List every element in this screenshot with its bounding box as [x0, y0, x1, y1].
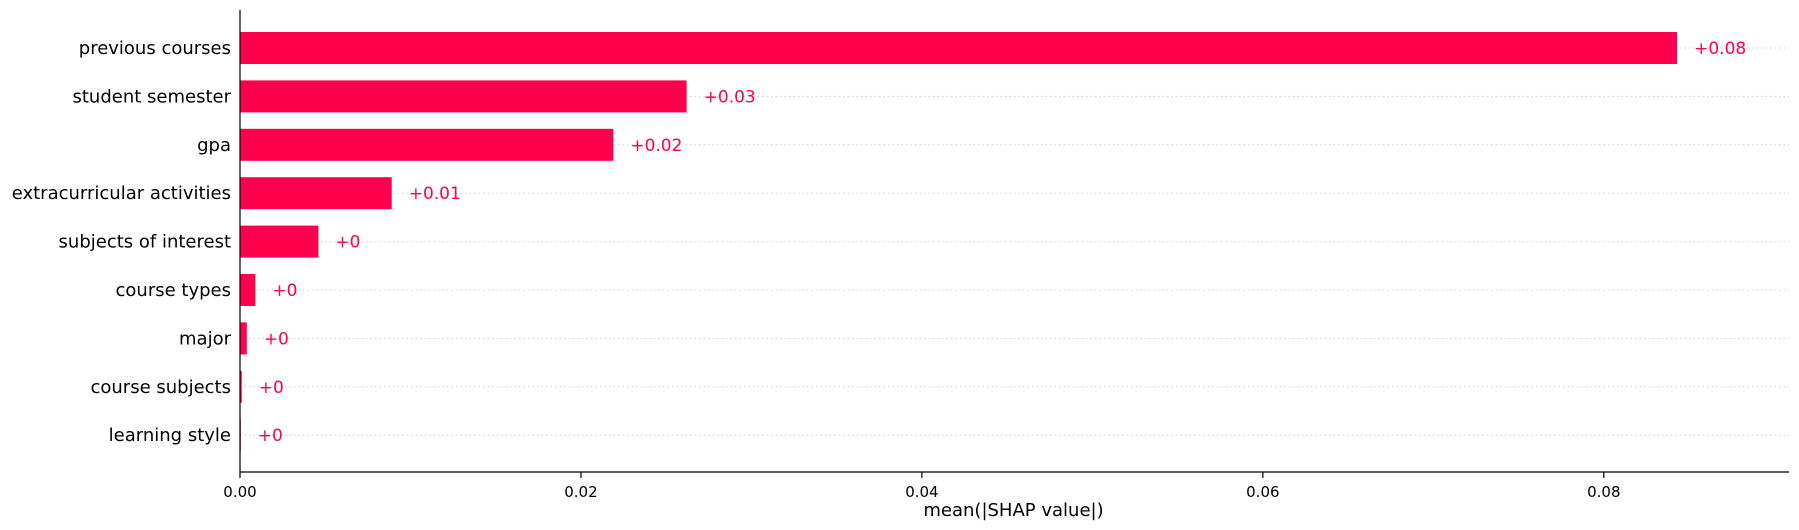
x-tick-label: 0.02 [564, 483, 597, 501]
bar-course-types [240, 274, 256, 306]
category-label: gpa [197, 135, 231, 156]
bar-extracurricular-activities [240, 177, 392, 210]
category-label: previous courses [79, 38, 231, 59]
category-label: course subjects [90, 377, 231, 398]
value-label: +0.08 [1694, 39, 1746, 59]
bar-subjects-of-interest [240, 225, 319, 258]
category-label: subjects of interest [59, 232, 231, 253]
x-tick-label: 0.06 [1246, 483, 1279, 501]
x-tick-label: 0.04 [905, 483, 938, 501]
value-label: +0 [259, 378, 284, 398]
value-label: +0.03 [704, 87, 756, 107]
value-label: +0.02 [630, 136, 682, 156]
category-label: learning style [109, 425, 231, 446]
category-label: student semester [72, 86, 231, 107]
x-axis-title: mean(|SHAP value|) [923, 500, 1103, 521]
x-ticks: 0.00 0.02 0.04 0.06 0.08 [223, 472, 1621, 501]
bars [240, 32, 1678, 452]
category-label: extracurricular activities [12, 183, 231, 204]
value-label: +0.01 [409, 184, 461, 204]
value-label: +0 [272, 281, 297, 301]
category-label: course types [116, 280, 231, 301]
x-tick-label: 0.08 [1587, 483, 1620, 501]
bar-major [240, 322, 247, 355]
category-label: major [179, 328, 232, 349]
bar-previous-courses [240, 32, 1678, 64]
value-label: +0 [258, 426, 283, 446]
bar-course-subjects [240, 370, 242, 403]
value-label: +0 [264, 329, 289, 349]
x-tick-label: 0.00 [223, 483, 256, 501]
value-label: +0 [335, 233, 360, 253]
value-labels: +0.08 +0.03 +0.02 +0.01 +0 +0 +0 +0 +0 [258, 39, 1746, 446]
axes [239, 10, 1789, 473]
bar-gpa [240, 128, 614, 161]
bar-student-semester [240, 80, 687, 113]
category-labels: previous courses student semester gpa extra… [12, 38, 232, 446]
